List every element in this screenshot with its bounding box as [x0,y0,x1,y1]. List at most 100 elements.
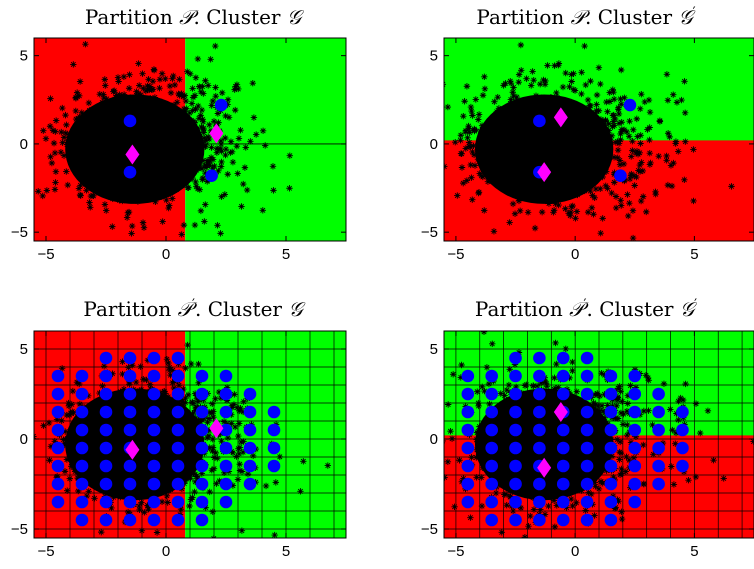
sample-point [555,60,563,67]
sample-point [191,488,198,496]
sample-point [191,92,199,99]
sample-point [618,470,626,477]
sample-point [52,179,59,186]
sample-point [544,62,551,69]
sample-point [601,391,608,398]
sample-point [109,223,116,230]
sample-point [570,70,577,77]
representative-point [604,369,618,383]
sample-point [530,382,537,389]
sample-point [690,197,697,205]
sample-point [460,179,467,187]
sample-point [206,157,214,165]
scatter-plot: −5 0 5 −5 0 5 [421,330,754,560]
representative-point [243,405,257,419]
sample-point [592,185,600,193]
representative-point [580,351,594,365]
representative-point [509,369,522,383]
sample-point [203,162,210,169]
axes-frame [33,330,347,539]
representative-point [652,405,665,419]
representative-point [533,513,546,527]
sample-point [617,409,625,417]
sample-point [466,129,473,136]
sample-point [541,81,549,88]
sample-point [222,145,230,153]
sample-point [690,146,697,153]
sample-point [573,208,581,215]
sample-point [69,387,77,395]
sample-point [65,402,73,410]
sample-point [646,124,653,131]
sample-point [675,416,682,424]
sample-point [111,87,118,94]
sample-point [135,502,143,510]
sample-point [140,85,147,92]
sample-point [507,77,514,85]
sample-point [610,118,617,125]
sample-point [543,383,551,390]
sample-point [569,367,576,374]
representative-point [195,369,209,383]
representative-point [509,459,522,473]
representative-point [171,405,185,419]
sample-point [592,483,599,490]
sample-point [608,132,616,140]
sample-point [228,420,235,427]
sample-point [634,133,641,140]
sample-point [710,457,717,464]
sample-point [169,195,176,202]
sample-point [191,390,199,397]
sample-point [205,135,213,143]
sample-point [672,138,680,145]
sample-point [156,76,164,83]
representative-point [267,423,281,437]
representative-point [75,459,89,473]
sample-point [481,85,489,93]
sample-point [169,367,176,374]
sample-point [611,169,618,176]
sample-point [458,164,466,171]
panel-title: Partition 𝒫. Cluster 𝒢′ [476,5,696,29]
representative-point [219,423,233,437]
sample-point [567,212,574,219]
sample-point [140,376,147,383]
sample-point [444,458,452,466]
sample-point [182,97,190,105]
sample-point [611,179,618,186]
representative-point [219,405,233,419]
sample-point [627,439,635,446]
sample-point [187,496,195,503]
sample-point [202,143,209,150]
sample-point [239,448,247,456]
sample-point [224,171,231,178]
sample-point [160,387,168,395]
sample-point [502,80,509,87]
representative-point [485,495,498,509]
representative-point [195,387,209,401]
sample-point [628,170,635,178]
sample-point [472,96,480,103]
sample-point [184,341,191,349]
scatter-plot: −5 0 5 −5 0 5 [421,37,754,263]
sample-point [633,173,640,181]
sample-point [184,184,192,191]
y-tick-label: 5 [20,48,28,65]
sample-point [189,85,196,92]
sample-point [596,392,604,400]
sample-point [85,99,93,107]
sample-point [476,170,483,177]
sample-point [208,466,215,474]
sample-point [481,207,488,214]
sample-point [236,467,244,474]
representative-point [485,459,498,473]
representative-point [533,495,546,509]
sample-point [74,474,81,482]
sample-point [202,77,209,84]
x-tick-label: 0 [162,543,170,560]
sample-point [163,355,171,363]
sample-point [237,126,244,134]
sample-point [631,366,639,373]
sample-point [587,102,594,110]
sample-point [552,200,559,207]
